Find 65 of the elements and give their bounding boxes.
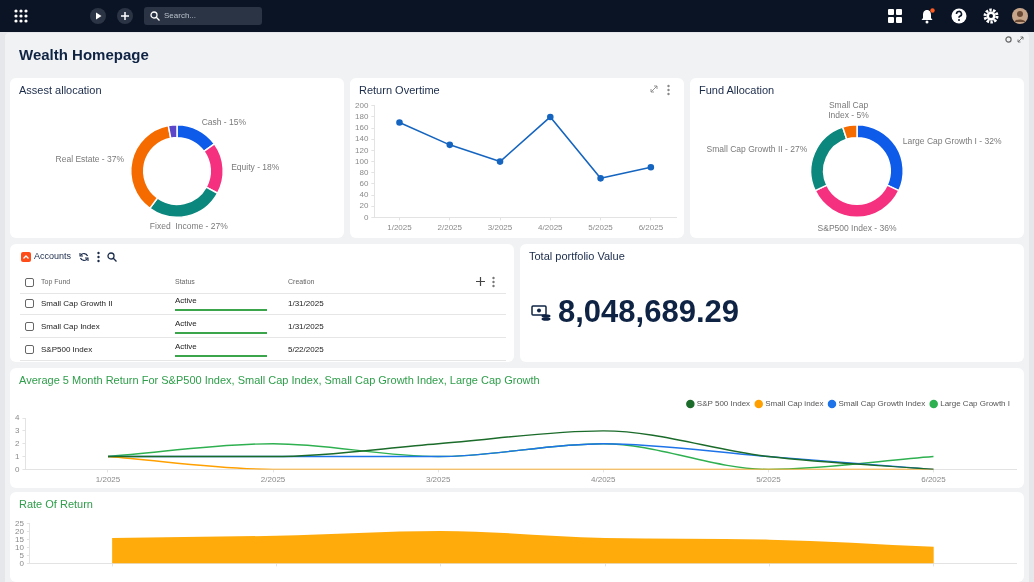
- chart-title: Average 5 Month Return For S&P500 Index, Small Cap Index, Small Cap Growth Index, Large Cap Growth: [19, 374, 540, 386]
- y-tick-label: 100: [354, 156, 369, 166]
- y-tick-label: 180: [354, 112, 369, 122]
- legend-label: S&P 500 Index: [696, 399, 751, 409]
- y-tick-label: 20: [14, 526, 25, 536]
- text: Small Cap Index: [41, 322, 100, 331]
- y-tick-label: 0: [15, 464, 20, 474]
- legend-label: Small Cap Growth Index: [838, 399, 926, 409]
- y-tick-label: 5: [19, 550, 25, 560]
- legend-label: Small Cap index: [765, 399, 824, 409]
- y-tick-label: 25: [14, 519, 25, 528]
- y-tick-label: 4: [15, 413, 20, 423]
- text: Search...: [164, 11, 197, 20]
- text: Active: [175, 296, 197, 305]
- chart-title: Fund Allocation: [699, 84, 775, 96]
- y-tick-label: 15: [14, 534, 25, 544]
- slice-label: Large Cap Growth I - 32%: [902, 136, 1002, 147]
- x-tick-label: 3/2025: [487, 223, 513, 233]
- slice-label: Cash - 15%: [201, 117, 247, 128]
- y-tick-label: 10: [14, 542, 25, 552]
- y-tick-label: 2: [15, 438, 20, 448]
- text: Active: [175, 319, 197, 328]
- x-tick-label: 5/2025: [588, 223, 614, 233]
- x-tick-label: 1/2025: [95, 475, 121, 485]
- y-tick-label: 160: [354, 123, 369, 133]
- y-tick-label: 1: [15, 451, 20, 461]
- x-tick-label: 5/2025: [756, 475, 782, 485]
- chart-title: Assest allocation: [19, 84, 102, 96]
- x-tick-label: 6/2025: [921, 475, 947, 485]
- y-tick-label: 0: [19, 558, 25, 568]
- y-tick-label: 60: [359, 179, 369, 189]
- slice-label: Real Estate - 37%: [55, 153, 125, 164]
- text: Small Cap Growth II: [41, 299, 113, 308]
- chart-title: Rate Of Return: [19, 498, 93, 510]
- y-tick-label: 200: [354, 101, 369, 110]
- text: Active: [175, 342, 197, 351]
- y-tick-label: 140: [354, 134, 369, 144]
- slice-label: Equity - 18%: [231, 161, 280, 172]
- y-tick-label: 20: [359, 201, 369, 211]
- x-tick-label: 2/2025: [260, 475, 286, 485]
- chart-title: Return Overtime: [359, 84, 440, 96]
- text: 8,048,689.29: [558, 294, 740, 330]
- slice-label: Small Cap Growth II - 27%: [706, 143, 808, 154]
- y-tick-label: 40: [359, 190, 369, 200]
- text: Accounts: [34, 251, 72, 261]
- x-tick-label: 4/2025: [591, 475, 617, 485]
- text: Total portfolio Value: [529, 250, 625, 262]
- text: Wealth Homepage: [19, 46, 149, 63]
- x-tick-label: 2/2025: [437, 223, 463, 233]
- text: 1/31/2025: [288, 322, 324, 331]
- y-tick-label: 3: [15, 426, 20, 436]
- slice-label: S&P500 Index - 36%: [817, 222, 897, 233]
- y-tick-label: 80: [359, 167, 369, 177]
- text: S&P500 Index: [41, 345, 93, 354]
- x-tick-label: 1/2025: [387, 223, 413, 233]
- x-tick-label: 6/2025: [638, 223, 664, 233]
- slice-label: Fixed Income - 27%: [149, 221, 229, 232]
- text: 5/22/2025: [288, 345, 324, 354]
- y-tick-label: 0: [363, 212, 369, 222]
- legend-label: Large Cap Growth I: [940, 399, 1010, 409]
- text: 1/31/2025: [288, 299, 324, 308]
- x-tick-label: 4/2025: [538, 223, 564, 233]
- y-tick-label: 120: [354, 145, 369, 155]
- x-tick-label: 3/2025: [425, 475, 451, 485]
- slice-label: Small Cap Index - 5%: [828, 99, 870, 120]
